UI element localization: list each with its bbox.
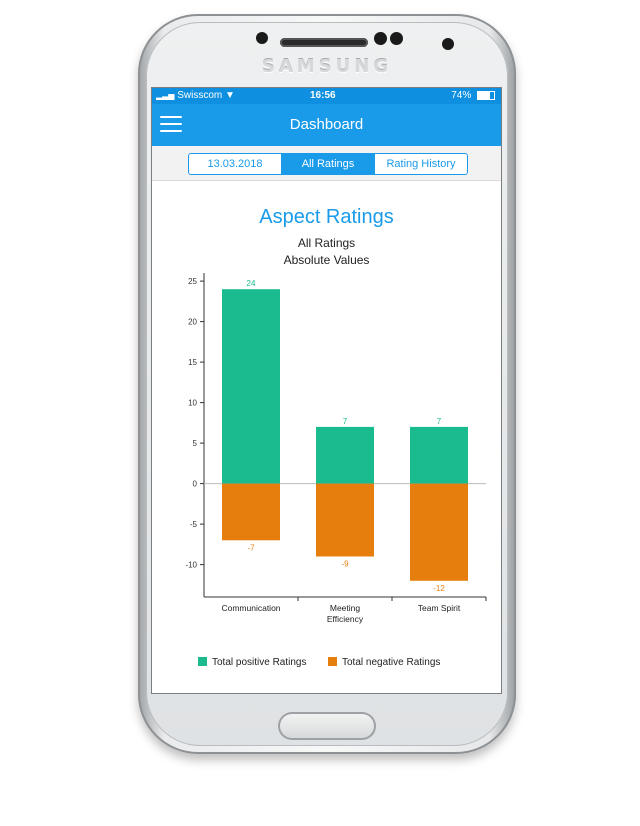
- device-brand-logo: SAMSUNG: [261, 56, 393, 77]
- signal-bars-icon: ▂▃▅: [156, 91, 175, 100]
- tab-all-ratings[interactable]: All Ratings: [281, 154, 374, 174]
- earpiece-speaker: [280, 38, 368, 47]
- segmented-control: 13.03.2018 All Ratings Rating History: [188, 153, 468, 175]
- y-tick-label: 0: [193, 480, 198, 489]
- front-sensor-icon: [256, 32, 268, 44]
- bar-negative: [222, 483, 280, 541]
- home-button[interactable]: [278, 712, 376, 740]
- x-tick-label: Efficiency: [327, 614, 364, 624]
- chart-subtitle-2: Absolute Values: [283, 253, 370, 267]
- hamburger-menu-icon[interactable]: [160, 116, 182, 132]
- sensor-icon: [390, 32, 403, 45]
- tab-rating-history[interactable]: Rating History: [374, 154, 467, 174]
- chart-subtitle: All Ratings: [297, 236, 356, 250]
- battery-indicator: 74%: [451, 90, 495, 101]
- bar-negative: [410, 483, 468, 581]
- x-tick-label: Meeting: [330, 603, 361, 613]
- y-tick-label: 25: [188, 277, 197, 286]
- y-tick-label: 10: [188, 399, 197, 408]
- y-tick-label: -10: [185, 561, 197, 570]
- navigation-bar: Dashboard: [152, 104, 501, 146]
- x-tick-label: Team Spirit: [418, 603, 461, 613]
- app-screen: ▂▃▅ Swisscom ▼ 16:56 74% Dashboard 13.03…: [152, 88, 501, 693]
- y-tick-label: 5: [193, 439, 198, 448]
- y-tick-label: 15: [188, 358, 197, 367]
- y-tick-label: -5: [190, 520, 198, 529]
- data-label-negative: -12: [433, 584, 445, 593]
- bar-positive: [222, 289, 280, 484]
- page-title: Dashboard: [289, 116, 364, 133]
- legend-label-positive: Total positive Ratings: [212, 657, 307, 668]
- legend-swatch-negative: [328, 657, 337, 666]
- data-label-negative: -7: [247, 543, 255, 552]
- front-camera-icon: [442, 38, 454, 50]
- tab-date[interactable]: 13.03.2018: [207, 158, 263, 170]
- wifi-icon: ▼: [225, 90, 235, 101]
- battery-percent: 74%: [451, 90, 472, 101]
- y-tick-label: 20: [188, 318, 197, 327]
- data-label-positive: 7: [343, 417, 348, 426]
- status-bar: ▂▃▅ Swisscom ▼ 16:56 74%: [152, 88, 501, 104]
- battery-icon: [477, 90, 495, 100]
- data-label-positive: 24: [247, 279, 256, 288]
- carrier-label: Swisscom: [177, 90, 223, 101]
- bar-positive: [316, 426, 374, 484]
- signal-carrier: ▂▃▅ Swisscom ▼: [156, 90, 235, 101]
- sensor-icon: [374, 32, 387, 45]
- bar-positive: [410, 426, 468, 484]
- legend-swatch-positive: [198, 657, 207, 666]
- bar-negative: [316, 483, 374, 557]
- clock: 16:56: [310, 90, 336, 101]
- legend-label-negative: Total negative Ratings: [342, 657, 440, 668]
- data-label-negative: -9: [341, 560, 349, 569]
- x-tick-label: Communication: [221, 603, 280, 613]
- data-label-positive: 7: [437, 417, 442, 426]
- bar-chart: 25 20 15 10 5 0 -5 -10 24 -7 Communication 7 -9 Meeti…: [185, 273, 487, 668]
- segment-bar: 13.03.2018 All Ratings Rating History: [152, 146, 501, 181]
- chart-title: Aspect Ratings: [259, 206, 394, 228]
